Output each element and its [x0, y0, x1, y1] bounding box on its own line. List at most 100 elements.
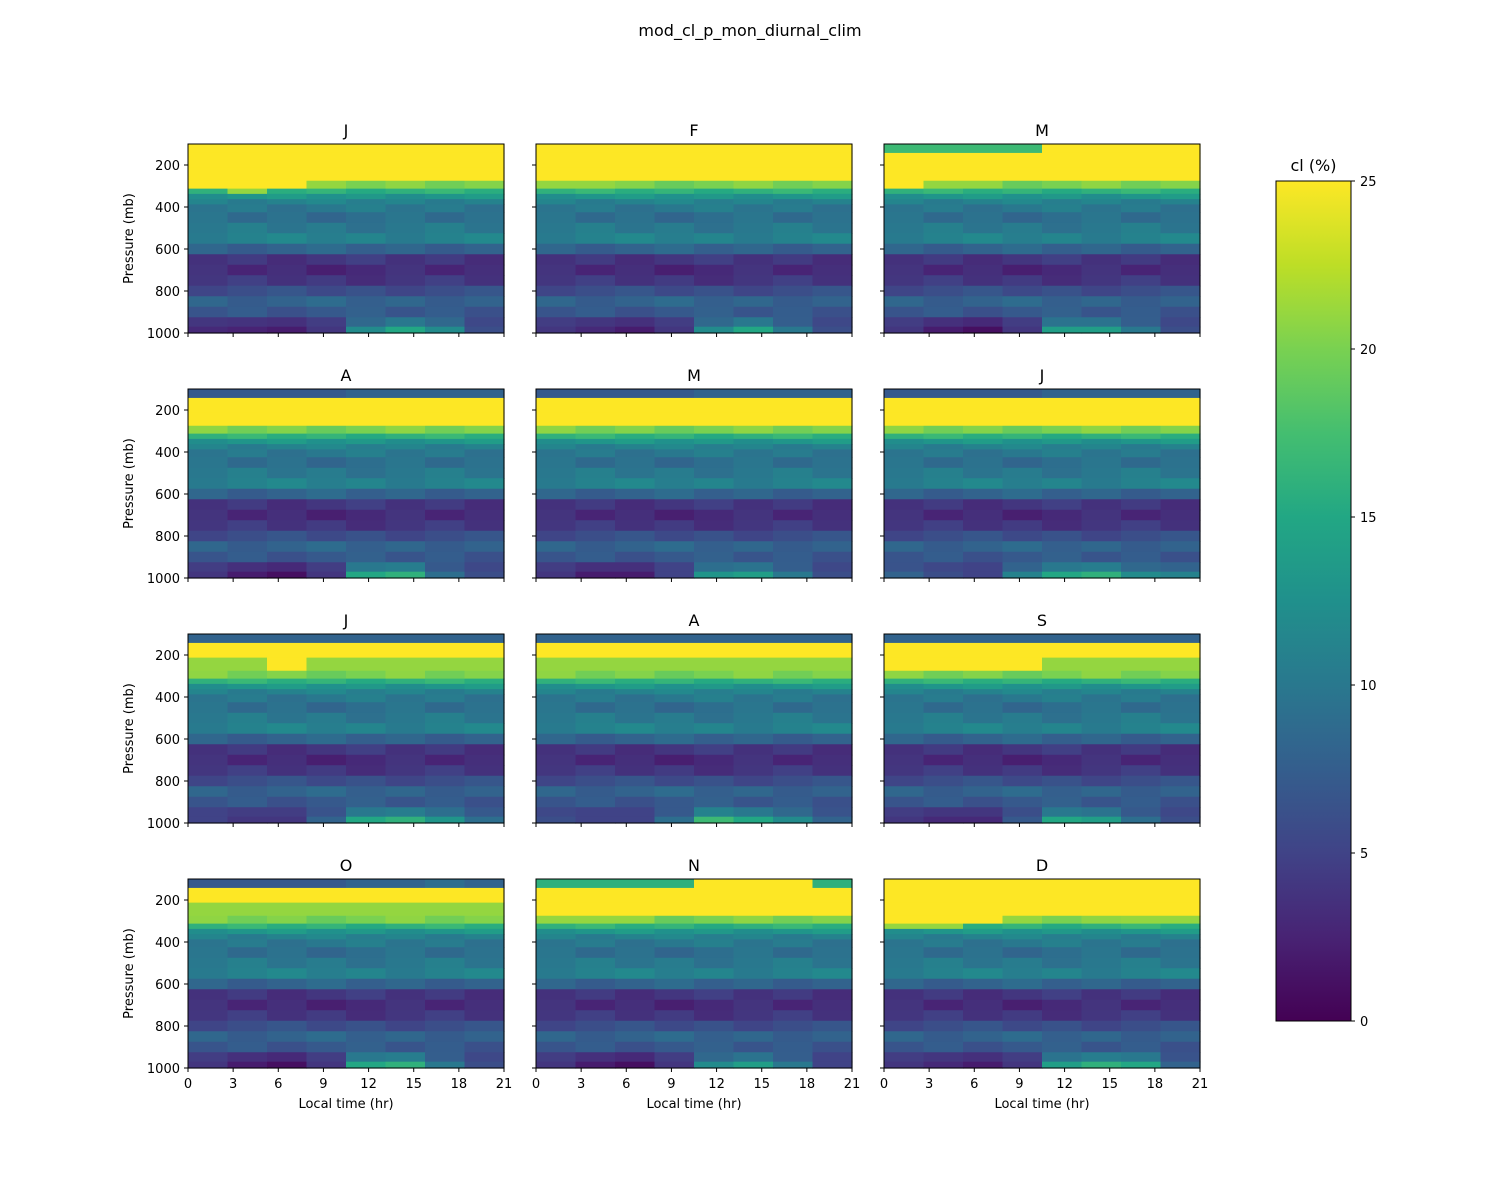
heatmap-cell	[188, 879, 229, 889]
heatmap-cell	[963, 478, 1004, 490]
heatmap-cell	[464, 642, 505, 659]
heatmap-cell	[188, 412, 229, 427]
heatmap-cell	[884, 488, 925, 500]
heatmap-cell	[536, 978, 577, 990]
heatmap-cell	[267, 657, 308, 672]
heatmap-cell	[733, 683, 774, 690]
heatmap-cell	[425, 204, 466, 213]
heatmap-cell	[773, 678, 814, 685]
heatmap-cell	[1081, 879, 1122, 889]
heatmap-cell	[694, 509, 735, 521]
heatmap-cell	[1081, 796, 1122, 808]
heatmap-cell	[694, 733, 735, 745]
heatmap-cell	[575, 670, 616, 680]
heatmap-cell	[575, 786, 616, 798]
heatmap-cell	[923, 879, 964, 889]
heatmap-cell	[425, 1041, 466, 1053]
heatmap-cell	[1160, 947, 1201, 959]
heatmap-cell	[812, 939, 853, 948]
heatmap-cell	[1081, 438, 1122, 445]
heatmap-cell	[615, 488, 656, 500]
heatmap-cell	[963, 915, 1004, 925]
heatmap-cell	[536, 989, 577, 1001]
heatmap-cell	[884, 1052, 925, 1063]
heatmap-cell	[575, 457, 616, 469]
heatmap-cell	[963, 683, 1004, 690]
heatmap-cell	[575, 683, 616, 690]
heatmap-cell	[963, 887, 1004, 904]
heatmap-cell	[615, 457, 656, 469]
heatmap-cell	[306, 786, 347, 798]
heatmap-cell	[1002, 902, 1043, 917]
panel-title: J	[343, 611, 349, 630]
heatmap-cell	[733, 879, 774, 889]
heatmap-cell	[812, 243, 853, 255]
heatmap-cell	[1081, 754, 1122, 766]
heatmap-cell	[536, 204, 577, 213]
heatmap-cell	[306, 1031, 347, 1043]
heatmap-cell	[425, 193, 466, 200]
heatmap-cell	[694, 193, 735, 200]
heatmap-cell	[267, 467, 308, 479]
heatmap-cell	[884, 233, 925, 245]
heatmap-cell	[812, 744, 853, 756]
heatmap-cell	[385, 796, 426, 808]
heatmap-cell	[1121, 233, 1162, 245]
heatmap-cell	[425, 433, 466, 440]
heatmap-cell	[536, 928, 577, 935]
heatmap-cell	[1160, 275, 1201, 287]
heatmap-cell	[694, 467, 735, 479]
heatmap-cell	[575, 193, 616, 200]
heatmap-cell	[267, 887, 308, 904]
heatmap-cell	[188, 807, 229, 818]
heatmap-cell	[1121, 275, 1162, 287]
heatmap-cell	[812, 571, 853, 579]
heatmap-cell	[536, 657, 577, 672]
heatmap-cell	[227, 934, 268, 940]
heatmap-cell	[812, 642, 853, 659]
heatmap-cell	[812, 199, 853, 205]
heatmap-cell	[654, 188, 695, 195]
heatmap-cell	[812, 923, 853, 930]
heatmap-cell	[385, 509, 426, 521]
heatmap-cell	[1081, 571, 1122, 579]
heatmap-cell	[1121, 934, 1162, 940]
heatmap-cell	[1121, 816, 1162, 824]
heatmap-cell	[227, 397, 268, 414]
heatmap-cell	[346, 551, 387, 563]
heatmap-cell	[306, 449, 347, 458]
heatmap-cell	[267, 670, 308, 680]
heatmap-cell	[575, 1061, 616, 1069]
heatmap-cell	[425, 934, 466, 940]
heatmap-cell	[188, 999, 229, 1011]
heatmap-cell	[267, 816, 308, 824]
heatmap-cell	[923, 285, 964, 297]
heatmap-cell	[464, 733, 505, 745]
heatmap-cell	[346, 816, 387, 824]
heatmap-cell	[654, 389, 695, 399]
heatmap-cell	[733, 285, 774, 297]
heatmap-cell	[1121, 296, 1162, 308]
heatmap-cell	[884, 144, 925, 154]
heatmap-cell	[188, 683, 229, 690]
heatmap-cell	[733, 499, 774, 511]
heatmap-cell	[536, 678, 577, 685]
heatmap-cell	[773, 488, 814, 500]
heatmap-cell	[425, 1052, 466, 1063]
heatmap-cell	[306, 947, 347, 959]
heatmap-cell	[812, 657, 853, 672]
heatmap-cell	[306, 816, 347, 824]
x-tick-label: 18	[1147, 1077, 1164, 1092]
heatmap-cell	[1121, 199, 1162, 205]
heatmap-cell	[1160, 775, 1201, 787]
heatmap-cell	[1002, 816, 1043, 824]
heatmap-cell	[188, 796, 229, 808]
heatmap-cell	[575, 657, 616, 672]
heatmap-cell	[425, 541, 466, 553]
heatmap-cell	[884, 733, 925, 745]
heatmap-cell	[1081, 968, 1122, 980]
heatmap-cell	[733, 264, 774, 276]
heatmap-cell	[654, 1020, 695, 1032]
heatmap-cell	[1121, 530, 1162, 542]
heatmap-cell	[346, 306, 387, 318]
